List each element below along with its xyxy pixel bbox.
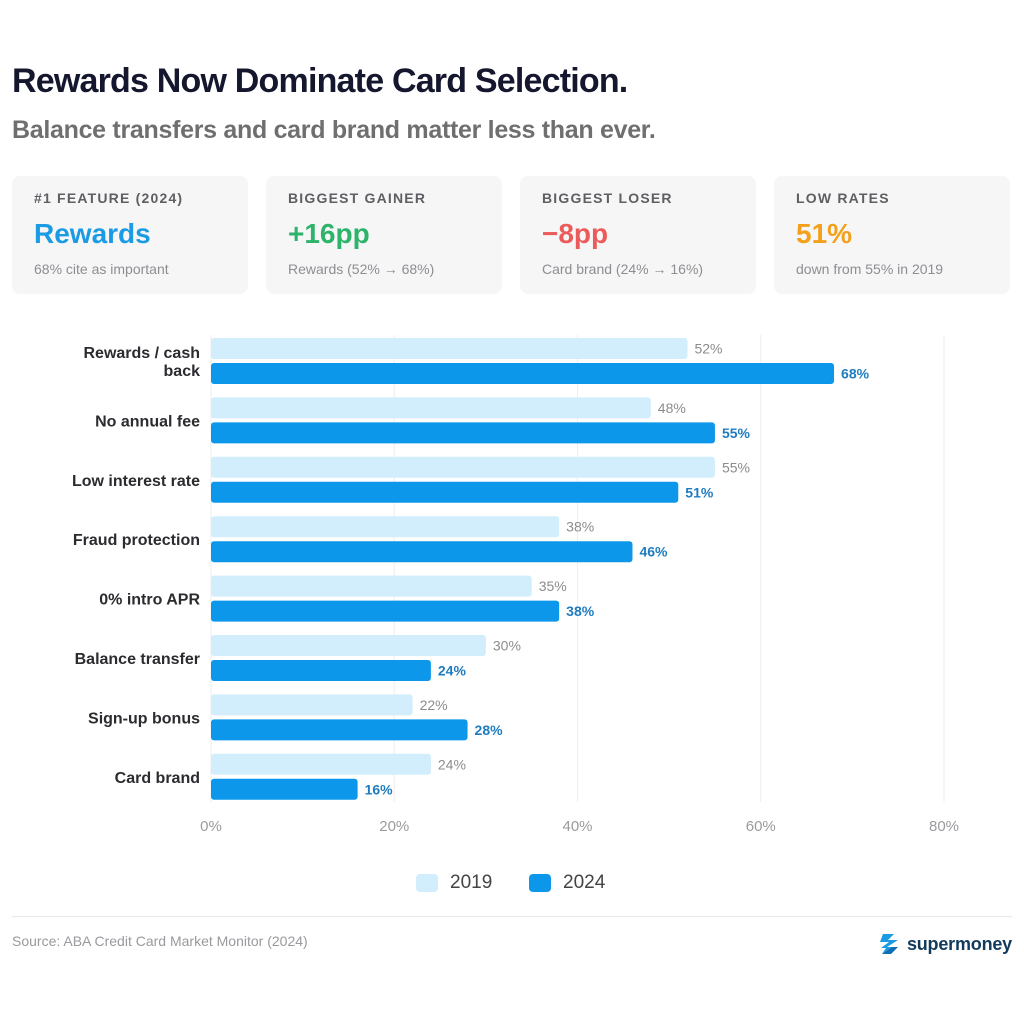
category-label: Card brand (115, 770, 200, 787)
data-label-2019: 55% (722, 459, 750, 475)
data-label-2019: 24% (438, 756, 466, 772)
page-title: Rewards Now Dominate Card Selection. (12, 62, 628, 100)
data-label-2019: 48% (658, 400, 686, 416)
page-subtitle: Balance transfers and card brand matter … (12, 116, 656, 144)
bar-2019 (211, 516, 560, 538)
bar-2019 (211, 635, 486, 656)
stat-cards: #1 FEATURE (2024) Rewards 68% cite as im… (12, 176, 1012, 294)
bar-2024 (211, 719, 468, 741)
brand-logo: supermoney (878, 930, 1012, 958)
bar-2019 (211, 456, 715, 478)
data-label-2019: 52% (694, 341, 722, 357)
stat-card-note: down from 55% in 2019 (796, 261, 944, 277)
bar-2024 (211, 363, 835, 384)
legend-label-2019: 2019 (450, 872, 493, 893)
brand-name: supermoney (906, 933, 1012, 954)
stat-card-value: 51% (796, 218, 853, 249)
bar-2024 (211, 600, 560, 622)
stat-card-value: Rewards (34, 218, 151, 249)
stat-card-note: 68% cite as important (34, 261, 169, 277)
category-label: No annual fee (95, 413, 200, 430)
stat-card-top-feature: #1 FEATURE (2024) Rewards 68% cite as im… (12, 176, 248, 294)
bar-2019 (211, 338, 688, 359)
category-label: Low interest rate (72, 473, 200, 490)
category-label: Balance transfer (75, 651, 200, 668)
data-label-2024: 16% (365, 781, 394, 797)
stat-card-label: #1 FEATURE (2024) (34, 190, 184, 206)
stat-card-label: BIGGEST LOSER (542, 190, 673, 206)
x-tick-label: 20% (379, 818, 409, 835)
bar-2024 (211, 422, 715, 444)
category-label: Rewards / cash (84, 345, 201, 362)
legend-label-2024: 2024 (563, 872, 606, 893)
x-tick-label: 40% (562, 818, 592, 835)
x-tick-label: 80% (929, 818, 959, 835)
data-label-2024: 38% (566, 603, 595, 619)
bar-2019 (211, 397, 651, 419)
data-label-2019: 30% (493, 638, 521, 654)
stat-card-biggest-gainer: BIGGEST GAINER +16pp Rewards (52% → 68%) (266, 176, 502, 294)
stat-card-value: +16pp (288, 218, 370, 249)
chart-legend: 2019 2024 (0, 870, 1024, 898)
bar-2019 (211, 575, 532, 597)
source-note: Source: ABA Credit Card Market Monitor (… (12, 933, 308, 949)
stat-card-note: Card brand (24% → 16%) (542, 261, 704, 277)
data-label-2024: 28% (475, 722, 504, 738)
legend-swatch-2019 (416, 874, 438, 892)
stat-card-low-rates: LOW RATES 51% down from 55% in 2019 (774, 176, 1010, 294)
stat-card-label: LOW RATES (796, 190, 890, 206)
data-label-2024: 68% (841, 366, 870, 382)
stat-card-label: BIGGEST GAINER (288, 190, 427, 206)
bar-2024 (211, 660, 431, 681)
stat-card-value: −8pp (542, 218, 609, 249)
bar-2024 (211, 778, 358, 800)
data-label-2019: 38% (566, 519, 594, 535)
category-label: Sign-up bonus (88, 710, 200, 727)
category-label: 0% intro APR (99, 592, 200, 609)
category-label: Fraud protection (73, 532, 200, 549)
data-label-2019: 35% (539, 578, 567, 594)
bar-2024 (211, 481, 679, 503)
footer-divider (12, 916, 1012, 917)
category-label: back (164, 363, 201, 380)
data-label-2024: 46% (639, 544, 668, 560)
supermoney-logo-icon (879, 934, 898, 954)
stat-card-note: Rewards (52% → 68%) (288, 261, 435, 277)
x-tick-label: 0% (200, 818, 222, 835)
x-tick-label: 60% (746, 818, 776, 835)
bar-2019 (211, 694, 413, 716)
data-label-2024: 51% (685, 484, 714, 500)
bar-2024 (211, 541, 633, 563)
data-label-2024: 24% (438, 663, 467, 679)
data-label-2024: 55% (722, 425, 751, 441)
data-label-2019: 22% (420, 697, 448, 713)
stat-card-biggest-loser: BIGGEST LOSER −8pp Card brand (24% → 16%… (520, 176, 756, 294)
bar-2019 (211, 753, 431, 775)
legend-swatch-2024 (529, 874, 551, 892)
